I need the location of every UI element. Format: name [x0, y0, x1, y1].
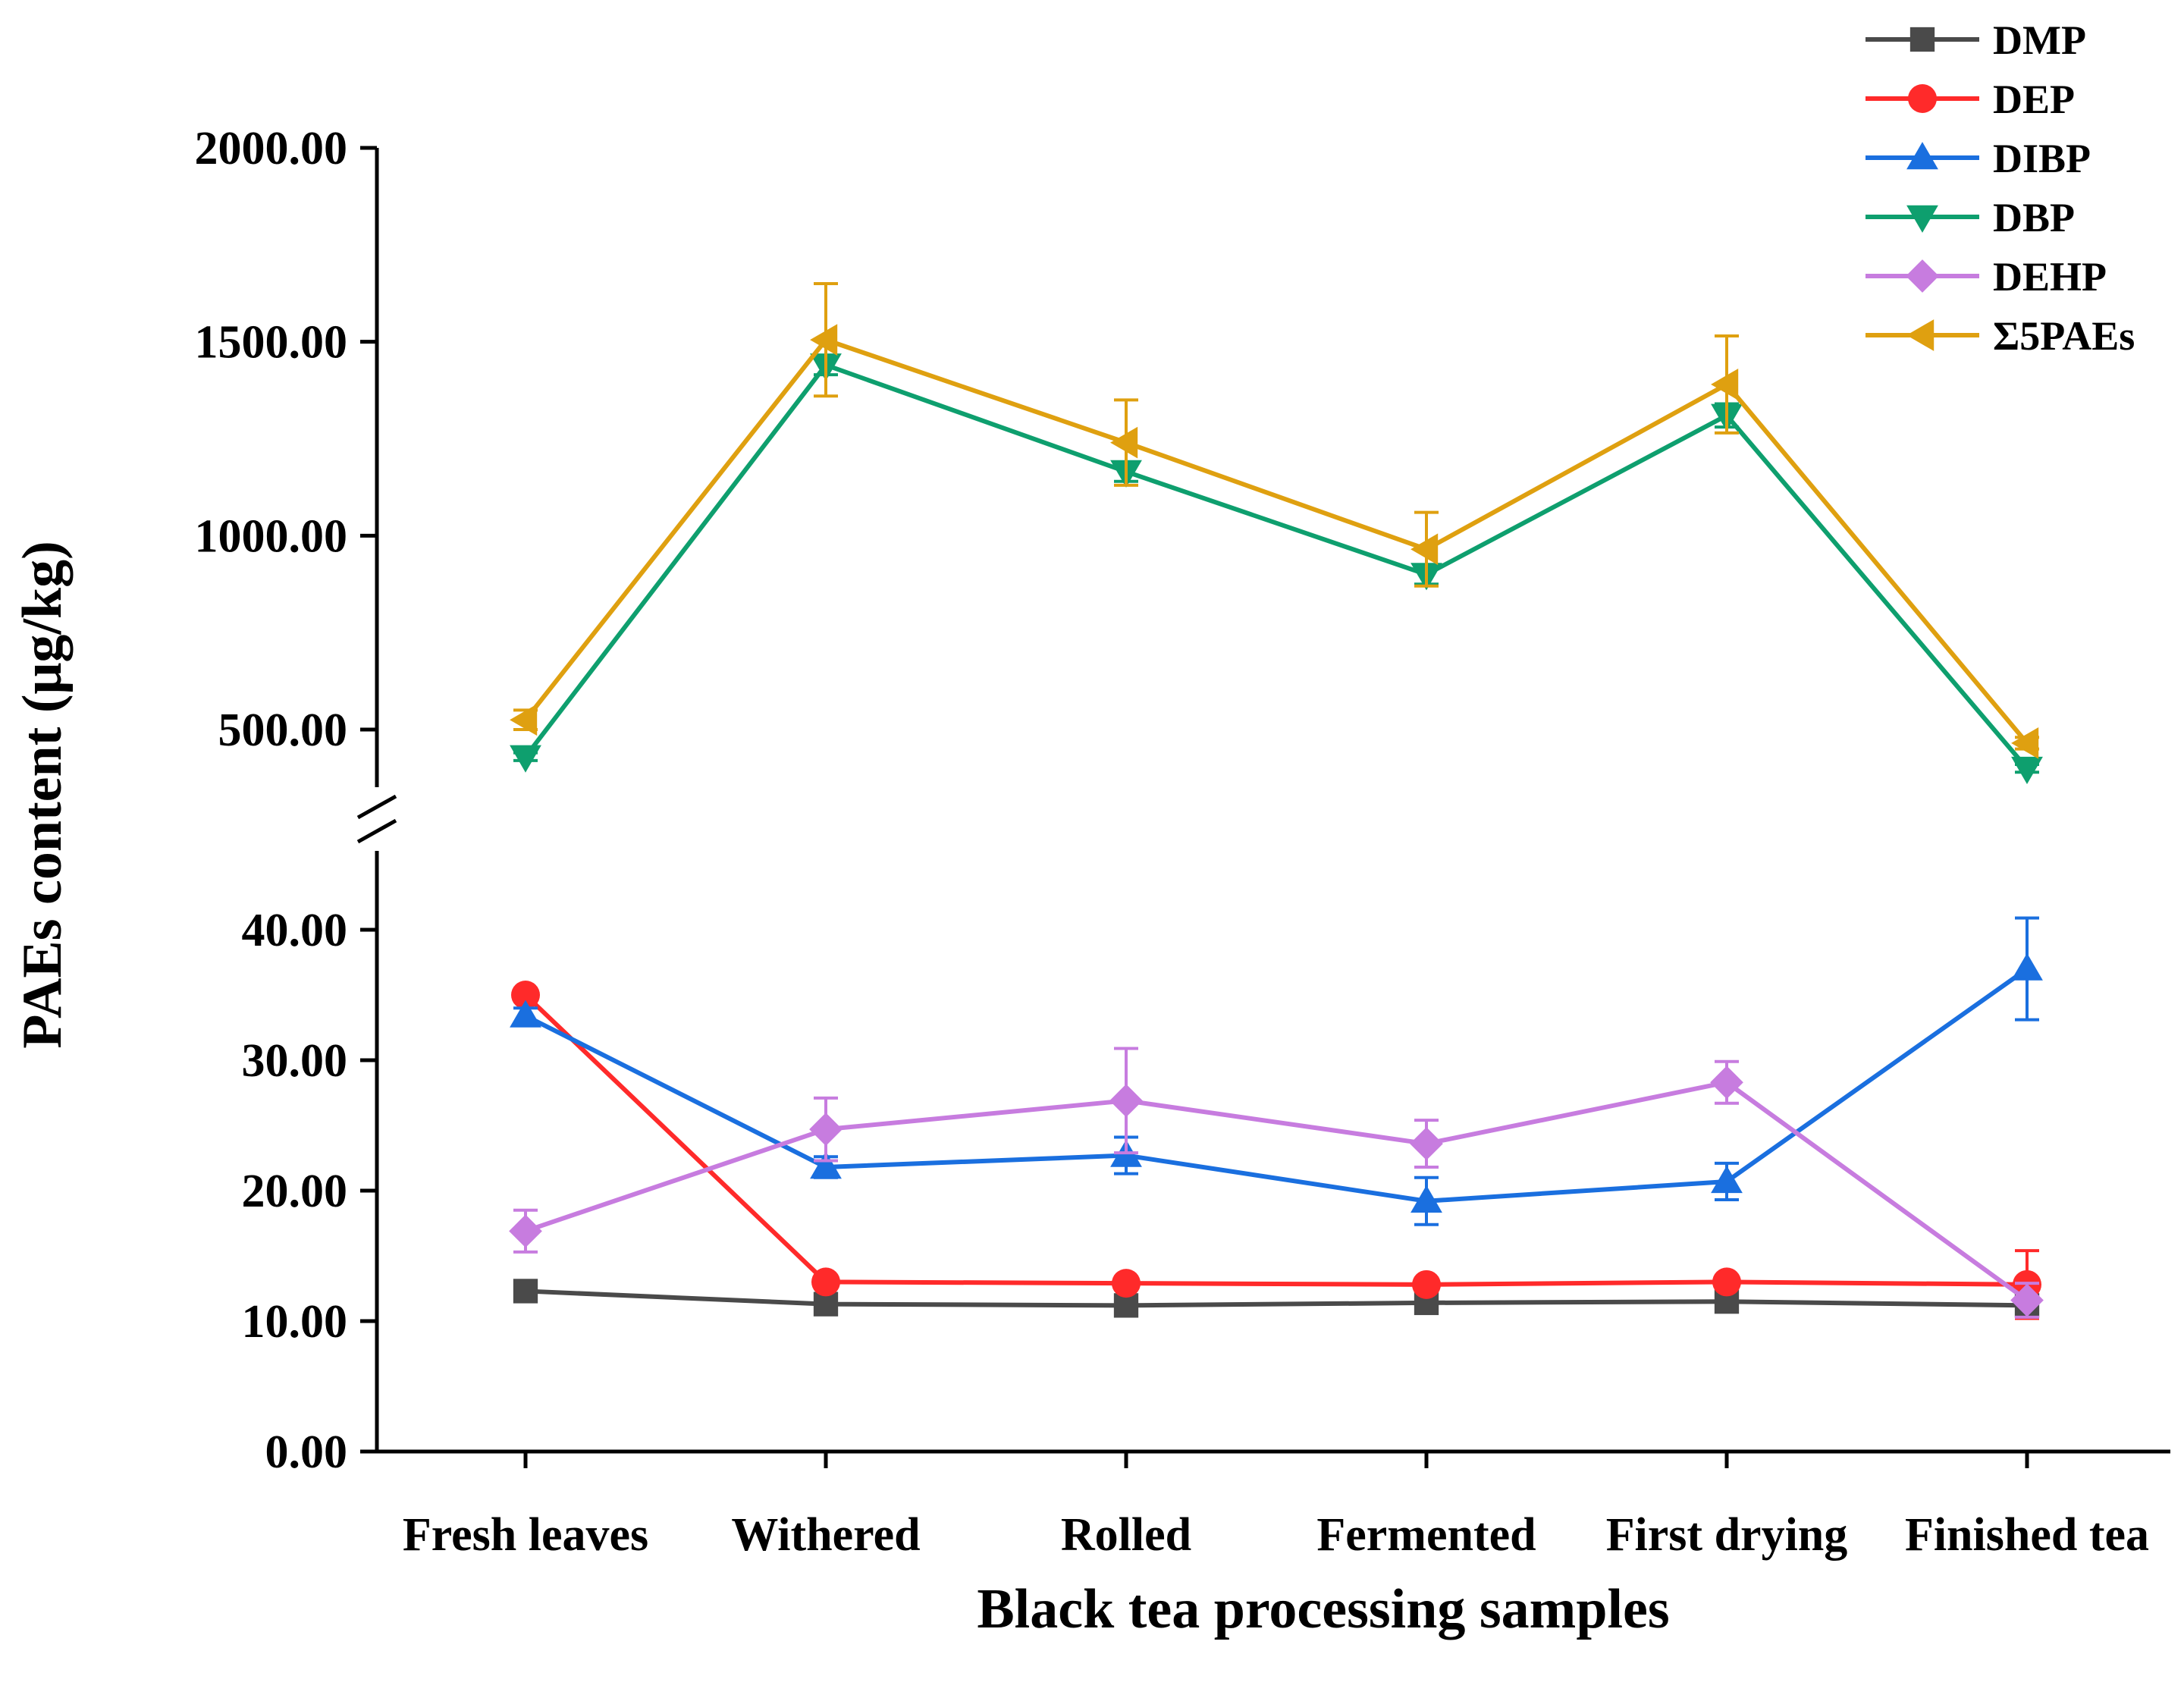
series-dehp — [509, 1047, 2044, 1319]
legend-label: DEP — [1993, 77, 2075, 122]
x-tick-label: Finished tea — [1905, 1509, 2149, 1561]
legend-item-dehp: DEHP — [1866, 254, 2107, 300]
legend-marker — [1906, 319, 1935, 351]
data-point-5paes — [1110, 426, 1138, 459]
legend-label: Σ5PAEs — [1993, 313, 2135, 359]
axis-break-mark — [356, 818, 397, 844]
data-point-dbp — [2011, 756, 2043, 785]
x-tick-label: Rolled — [1061, 1509, 1191, 1561]
legend-label: DBP — [1993, 195, 2075, 240]
legend-marker — [1906, 205, 1938, 233]
axis-break-mark — [356, 794, 397, 820]
data-point-dehp — [1410, 1127, 1443, 1160]
series-layer — [509, 281, 2044, 1320]
legend-item-dbp: DBP — [1866, 195, 2075, 240]
y-tick-label: 10.00 — [242, 1296, 348, 1348]
data-point-dbp — [510, 745, 541, 773]
series-line-dbp — [523, 363, 2029, 771]
data-point-5paes — [1410, 533, 1439, 566]
y-tick-label: 1500.00 — [195, 317, 348, 369]
data-point-dehp — [1109, 1084, 1143, 1118]
series-line-5paes — [523, 337, 2029, 745]
series-line-dehp — [525, 1080, 2029, 1302]
data-point-dehp — [809, 1113, 843, 1147]
series-line-dmp — [525, 1288, 2028, 1308]
data-point-dibp — [810, 1151, 842, 1179]
series-5paes — [510, 281, 2039, 759]
legend: DMP DEP DIBP DBP DEHP Σ5PAEs — [1866, 17, 2135, 359]
data-point-dep — [1412, 1270, 1441, 1299]
legend-marker — [1906, 259, 1939, 293]
axes-layer: 0.00 10.00 20.00 30.00 40.00 500.00 1000.00 150… — [195, 123, 2170, 1561]
x-tick-label: Withered — [731, 1509, 920, 1561]
y-tick-label: 20.00 — [242, 1166, 348, 1217]
data-point-dehp — [1710, 1066, 1743, 1100]
legend-item-dep: DEP — [1866, 77, 2075, 122]
legend-item-dibp: DIBP — [1866, 136, 2091, 181]
data-point-dep — [511, 981, 540, 1009]
series-dmp — [513, 1279, 2040, 1318]
data-point-dibp — [1711, 1166, 1743, 1194]
data-point-dibp — [510, 1000, 541, 1028]
y-tick-label: 2000.00 — [195, 123, 348, 174]
y-tick-label: 0.00 — [265, 1427, 348, 1478]
x-tick-label: Fresh leaves — [403, 1509, 648, 1561]
y-tick-label: 40.00 — [242, 905, 348, 956]
legend-item-5paes: Σ5PAEs — [1866, 313, 2135, 359]
data-point-dibp — [1410, 1185, 1442, 1213]
data-point-dep — [1112, 1269, 1141, 1298]
data-point-dibp — [2011, 953, 2043, 981]
data-point-dmp — [513, 1279, 538, 1304]
legend-label: DIBP — [1993, 136, 2091, 181]
series-line-dibp — [524, 967, 2029, 1204]
legend-marker — [1906, 142, 1938, 170]
data-point-5paes — [2011, 727, 2039, 759]
legend-label: DMP — [1993, 17, 2086, 63]
data-point-5paes — [510, 704, 538, 736]
legend-label: DEHP — [1993, 254, 2107, 300]
y-tick-label: 1000.00 — [195, 510, 348, 562]
legend-marker — [1909, 27, 1935, 52]
data-point-5paes — [1711, 369, 1739, 400]
y-axis-title: PAEs content (μg/kg) — [11, 541, 74, 1049]
series-dbp — [510, 353, 2043, 785]
series-dep — [511, 981, 2041, 1320]
data-point-dep — [811, 1267, 840, 1297]
x-tick-label: First drying — [1606, 1509, 1848, 1561]
data-point-dehp — [509, 1214, 542, 1248]
series-line-dep — [523, 993, 2028, 1287]
legend-item-dmp: DMP — [1866, 17, 2086, 63]
x-axis-title: Black tea processing samples — [977, 1578, 1669, 1640]
data-point-dehp — [2010, 1283, 2044, 1317]
x-tick-label: Fermented — [1316, 1509, 1536, 1561]
legend-marker — [1908, 84, 1937, 113]
y-tick-label: 30.00 — [242, 1035, 348, 1087]
data-point-dep — [1712, 1267, 1741, 1297]
data-point-5paes — [810, 324, 838, 356]
series-dibp — [510, 916, 2043, 1226]
y-tick-label: 500.00 — [218, 705, 348, 756]
